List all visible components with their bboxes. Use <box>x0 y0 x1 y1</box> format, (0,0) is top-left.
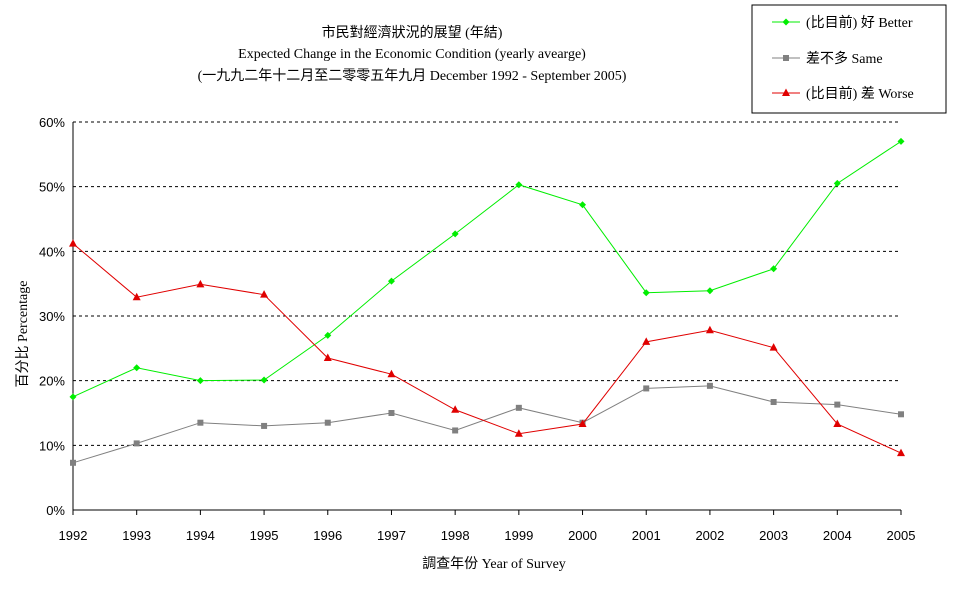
data-point <box>69 239 77 247</box>
data-point <box>705 325 714 334</box>
gridlines <box>73 121 901 446</box>
x-tick-label: 1993 <box>122 528 151 543</box>
data-point <box>515 181 523 189</box>
data-point <box>388 410 395 416</box>
y-tick-label: 40% <box>39 244 65 259</box>
data-point <box>261 422 268 429</box>
data-point <box>387 369 396 378</box>
data-point <box>452 427 459 434</box>
legend-item: 差不多 Same <box>772 50 883 67</box>
y-tick-label: 50% <box>39 180 65 195</box>
x-tick-label: 1994 <box>186 528 215 543</box>
data-point <box>514 429 523 437</box>
series-1 <box>70 382 904 466</box>
x-tick-label: 1996 <box>313 528 342 543</box>
y-tick-labels: 0% 10% 20% 30% 40% 50% 60% <box>39 115 65 518</box>
data-point <box>770 399 777 406</box>
data-point <box>643 385 650 392</box>
x-tick-label: 2000 <box>568 528 597 543</box>
data-point <box>451 405 460 413</box>
series-line <box>72 243 902 454</box>
x-tick-label: 2003 <box>759 528 788 543</box>
data-point <box>132 292 141 301</box>
data-point <box>70 459 76 466</box>
y-tick-label: 20% <box>39 374 65 389</box>
chart-title: 市民對經濟狀況的展望 (年結) <box>322 24 503 41</box>
data-point <box>897 448 905 457</box>
data-point <box>833 419 842 427</box>
x-tick-label: 2005 <box>887 528 916 543</box>
data-point <box>515 404 522 411</box>
data-point <box>133 364 141 372</box>
data-point <box>706 382 713 389</box>
data-point <box>324 331 332 339</box>
x-tick-label: 2001 <box>632 528 661 543</box>
data-point <box>578 419 587 427</box>
series-line <box>72 385 902 464</box>
legend-marker <box>782 18 790 26</box>
axes <box>72 122 902 515</box>
data-point <box>642 289 650 297</box>
data-point <box>387 277 395 285</box>
data-point <box>769 343 778 351</box>
data-point <box>898 411 904 418</box>
x-tick-label: 2004 <box>823 528 852 543</box>
x-tick-labels: 1992 1993 1994 1995 1996 1997 1998 1999 2000 2001… <box>59 528 916 543</box>
data-point <box>706 287 714 295</box>
chart-subtitle: Expected Change in the Economic Conditio… <box>238 47 586 62</box>
legend-marker <box>782 88 790 96</box>
y-tick-label: 60% <box>39 115 65 130</box>
data-point <box>323 353 332 362</box>
x-tick-label: 1998 <box>441 528 470 543</box>
legend-item: (比目前) 好 Better <box>772 14 913 31</box>
legend-label: 差不多 Same <box>806 50 883 67</box>
data-point <box>834 401 841 408</box>
chart-subtitle-2: (一九九二年十二月至二零零五年九月 December 1992 - Septem… <box>198 68 627 84</box>
y-tick-label: 0% <box>46 503 65 518</box>
series-2 <box>69 239 905 457</box>
x-tick-label: 1999 <box>504 528 533 543</box>
data-point <box>770 265 778 273</box>
data-point <box>579 201 587 209</box>
data-point <box>833 179 841 187</box>
x-axis-title: 調查年份 Year of Survey <box>422 556 566 572</box>
x-tick-label: 1997 <box>377 528 406 543</box>
legend-marker <box>783 55 789 61</box>
data-point <box>642 337 651 345</box>
series-0 <box>69 137 905 401</box>
legend: (比目前) 好 Better 差不多 Same (比目前) 差 Worse <box>751 4 947 114</box>
data-point <box>324 419 331 426</box>
y-tick-label: 30% <box>39 309 65 324</box>
data-point <box>196 377 204 385</box>
data-point <box>451 230 459 238</box>
data-point <box>260 376 268 384</box>
y-axis-title: 百分比 Percentage <box>15 281 31 388</box>
x-tick-label: 2002 <box>695 528 724 543</box>
data-point <box>196 279 205 288</box>
x-tick-label: 1995 <box>250 528 279 543</box>
series-line <box>72 140 902 398</box>
legend-label: (比目前) 好 Better <box>806 14 913 31</box>
legend-item: (比目前) 差 Worse <box>772 85 914 102</box>
data-point <box>260 290 269 298</box>
x-tick-label: 1992 <box>59 528 88 543</box>
series-group <box>69 137 905 466</box>
data-point <box>133 440 140 447</box>
data-point <box>69 393 77 401</box>
data-point <box>197 419 204 426</box>
y-tick-label: 10% <box>39 438 65 453</box>
data-point <box>897 137 905 145</box>
legend-label: (比目前) 差 Worse <box>806 85 914 102</box>
